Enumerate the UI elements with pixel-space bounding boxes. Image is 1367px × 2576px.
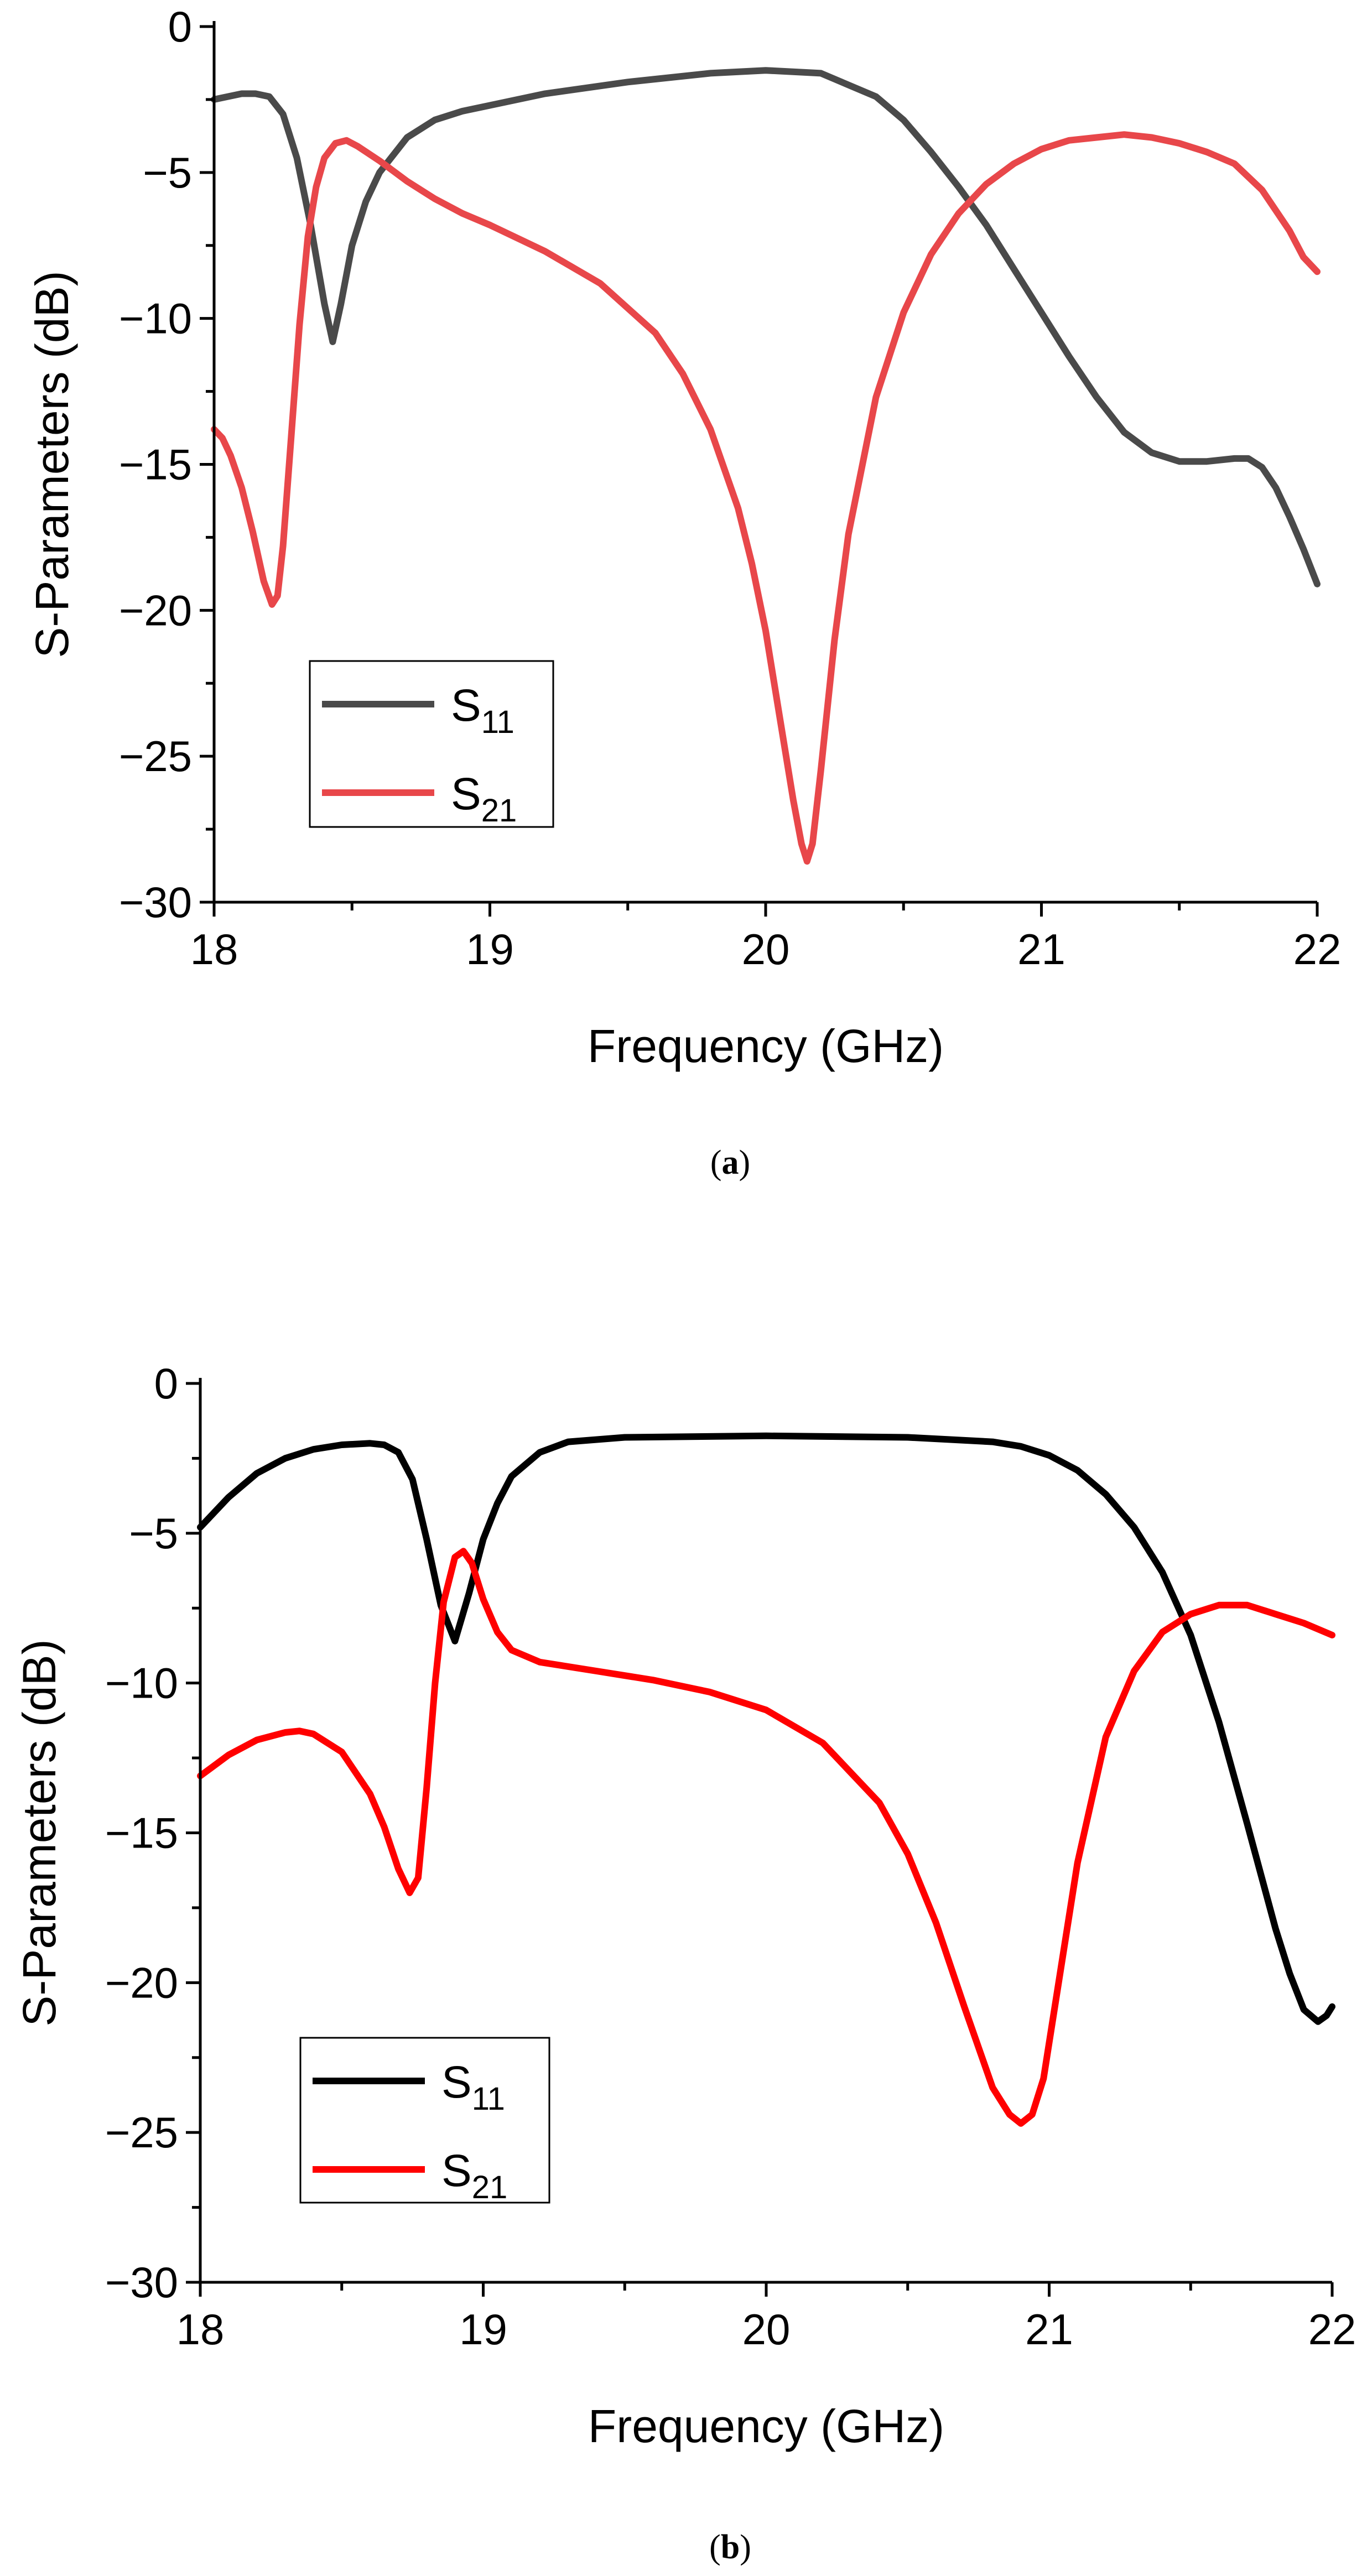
legend-label-main: S bbox=[451, 769, 481, 819]
legend-label-subscript: 11 bbox=[472, 2081, 505, 2117]
legend-label-s21: S21 bbox=[451, 769, 517, 829]
x-tick-label: 18 bbox=[176, 2305, 225, 2354]
y-tick-label: −5 bbox=[143, 148, 192, 197]
x-tick-label: 19 bbox=[459, 2305, 507, 2354]
y-tick-label: −10 bbox=[105, 1659, 178, 1708]
legend-label-subscript: 11 bbox=[481, 704, 514, 740]
caption-b: (b) bbox=[709, 2528, 751, 2566]
y-tick-label: −25 bbox=[105, 2108, 178, 2157]
y-tick-label: −30 bbox=[105, 2258, 178, 2307]
y-tick-label: −20 bbox=[105, 1958, 178, 2007]
x-axis-title: Frequency (GHz) bbox=[588, 2400, 944, 2452]
y-tick-label: 0 bbox=[168, 2, 192, 51]
legend-label-s21: S21 bbox=[441, 2146, 507, 2205]
y-tick-label: −15 bbox=[119, 440, 192, 489]
legend-label-main: S bbox=[441, 2057, 472, 2107]
y-tick-label: −20 bbox=[119, 586, 192, 634]
x-tick-label: 19 bbox=[466, 925, 514, 974]
y-tick-label: −15 bbox=[105, 1809, 178, 1857]
y-axis-title: S-Parameters (dB) bbox=[13, 1639, 65, 2026]
legend-label-subscript: 21 bbox=[481, 793, 517, 829]
series-line-s21 bbox=[197, 1548, 1335, 2127]
y-tick-label: −25 bbox=[119, 732, 192, 780]
y-tick-label: −5 bbox=[129, 1509, 178, 1558]
x-tick-label: 21 bbox=[1025, 2305, 1073, 2354]
x-tick-label: 20 bbox=[742, 925, 790, 974]
caption-a: (a) bbox=[710, 1144, 750, 1182]
y-tick-label: 0 bbox=[154, 1359, 178, 1408]
legend-label-subscript: 21 bbox=[472, 2169, 508, 2205]
legend-box bbox=[299, 2037, 550, 2204]
x-tick-label: 21 bbox=[1017, 925, 1065, 974]
series-line-s21 bbox=[211, 131, 1321, 865]
x-tick-label: 20 bbox=[742, 2305, 791, 2354]
series-line-s11 bbox=[197, 1432, 1335, 2025]
x-tick-label: 22 bbox=[1308, 2305, 1356, 2354]
y-tick-label: −10 bbox=[119, 294, 192, 343]
legend-label-s11: S11 bbox=[441, 2057, 505, 2117]
legend-label-main: S bbox=[441, 2146, 472, 2196]
legend-label-main: S bbox=[451, 680, 481, 731]
y-tick-label: −30 bbox=[119, 878, 192, 927]
x-tick-label: 22 bbox=[1293, 925, 1342, 974]
x-axis-title: Frequency (GHz) bbox=[588, 1020, 944, 1072]
x-tick-label: 18 bbox=[190, 925, 238, 974]
legend-label-s11: S11 bbox=[451, 680, 514, 740]
y-axis-title: S-Parameters (dB) bbox=[26, 270, 78, 658]
legend-box bbox=[309, 660, 554, 828]
